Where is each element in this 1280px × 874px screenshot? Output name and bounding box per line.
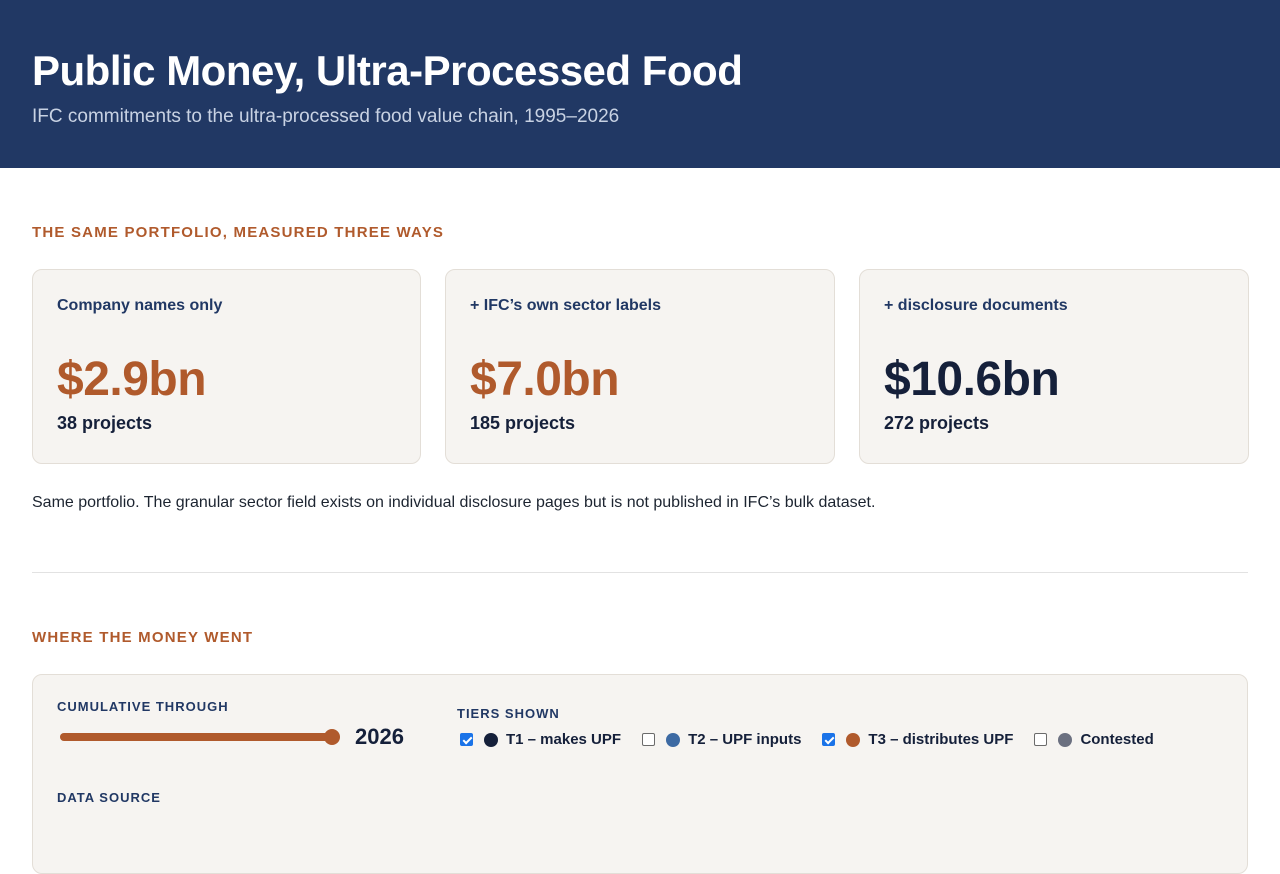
measure-card-amount: $7.0bn	[470, 353, 620, 406]
section-divider	[32, 572, 1248, 573]
year-slider-thumb[interactable]	[324, 729, 340, 745]
page-subtitle: IFC commitments to the ultra-processed f…	[32, 106, 620, 127]
tier-checkbox[interactable]	[1034, 733, 1048, 746]
controls-panel: CUMULATIVE THROUGH 2026 TIERS SHOWN T1 –…	[32, 674, 1248, 874]
measure-card-disclosure-documents: + disclosure documents $10.6bn 272 proje…	[859, 269, 1249, 464]
year-slider-fill	[60, 733, 332, 741]
measure-cards: Company names only $2.9bn 38 projects + …	[32, 269, 1249, 464]
tier-color-dot	[1058, 732, 1073, 747]
tier-filter-t2[interactable]: T2 – UPF inputs	[642, 731, 801, 748]
tier-label: T2 – UPF inputs	[688, 731, 802, 748]
measure-card-amount: $10.6bn	[884, 353, 1060, 406]
tier-filter-t3[interactable]: T3 – distributes UPF	[822, 731, 1013, 748]
tier-filters: T1 – makes UPF T2 – UPF inputs T3 – dist…	[460, 731, 1175, 748]
tier-filter-t1[interactable]: T1 – makes UPF	[460, 731, 621, 748]
measure-card-sector-labels: + IFC’s own sector labels $7.0bn 185 pro…	[445, 269, 835, 464]
measure-card-label: Company names only	[57, 297, 223, 314]
year-value: 2026	[355, 724, 404, 749]
year-slider[interactable]	[60, 729, 340, 745]
page-header: Public Money, Ultra-Processed Food IFC c…	[0, 0, 1280, 168]
measure-card-label: + IFC’s own sector labels	[470, 297, 662, 314]
tier-checkbox[interactable]	[642, 733, 656, 746]
tier-checkbox[interactable]	[822, 733, 836, 746]
measure-card-projects: 272 projects	[884, 413, 990, 433]
tiers-label: TIERS SHOWN	[457, 706, 560, 721]
tier-color-dot	[666, 732, 681, 747]
measure-card-label: + disclosure documents	[884, 297, 1068, 314]
tier-label: T1 – makes UPF	[506, 731, 622, 748]
tier-color-dot	[846, 732, 861, 747]
measure-card-amount: $2.9bn	[57, 353, 207, 406]
measure-card-projects: 185 projects	[470, 413, 576, 433]
tier-label: T3 – distributes UPF	[868, 731, 1014, 748]
tier-checkbox[interactable]	[460, 733, 473, 746]
portfolio-note: Same portfolio. The granular sector fiel…	[32, 494, 876, 511]
measure-card-projects: 38 projects	[57, 413, 153, 433]
cumulative-label: CUMULATIVE THROUGH	[57, 699, 229, 714]
tier-label: Contested	[1080, 731, 1154, 748]
page-title: Public Money, Ultra-Processed Food	[32, 47, 743, 94]
tier-color-dot	[484, 732, 498, 747]
tier-filter-contested[interactable]: Contested	[1034, 731, 1154, 748]
measures-section-title: THE SAME PORTFOLIO, MEASURED THREE WAYS	[32, 224, 445, 241]
where-section-title: WHERE THE MONEY WENT	[32, 629, 254, 646]
data-source-label: DATA SOURCE	[57, 790, 161, 805]
measure-card-company-names: Company names only $2.9bn 38 projects	[32, 269, 421, 464]
